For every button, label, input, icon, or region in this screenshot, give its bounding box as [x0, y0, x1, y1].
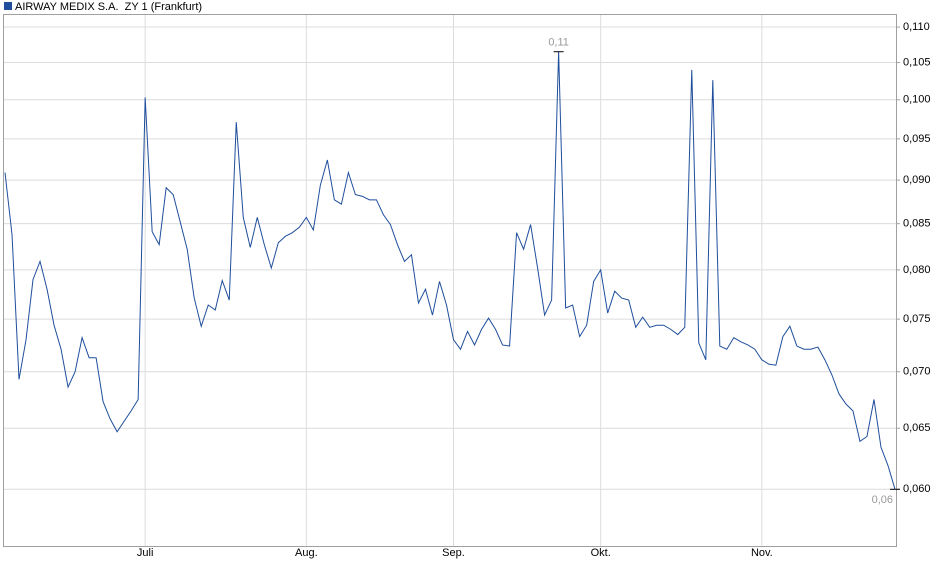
y-tick-label: 0,100: [903, 94, 931, 106]
plot-frame: [3, 14, 897, 547]
legend-label: AIRWAY MEDIX S.A. ZY 1 (Frankfurt): [15, 1, 202, 13]
y-tick-label: 0,095: [903, 133, 931, 145]
y-tick-label: 0,085: [903, 218, 931, 230]
x-tick-label: Aug.: [295, 547, 318, 559]
x-tick-label: Okt.: [591, 547, 611, 559]
value-label: 0,11: [548, 37, 569, 49]
y-tick-label: 0,105: [903, 56, 931, 68]
y-tick-label: 0,080: [903, 264, 931, 276]
x-tick-label: Sep.: [442, 547, 465, 559]
y-tick-label: 0,075: [903, 313, 931, 325]
x-tick-label: Nov.: [751, 547, 773, 559]
y-tick-label: 0,110: [903, 21, 930, 33]
y-tick-label: 0,060: [903, 483, 931, 495]
y-tick-label: 0,070: [903, 366, 931, 378]
line: [4, 51, 896, 490]
y-tick-label: 0,090: [903, 174, 931, 186]
y-tick-label: 0,065: [903, 422, 931, 434]
x-tick-label: Juli: [137, 547, 154, 559]
legend-swatch: [4, 2, 12, 10]
value-label: 0,06: [872, 494, 893, 506]
